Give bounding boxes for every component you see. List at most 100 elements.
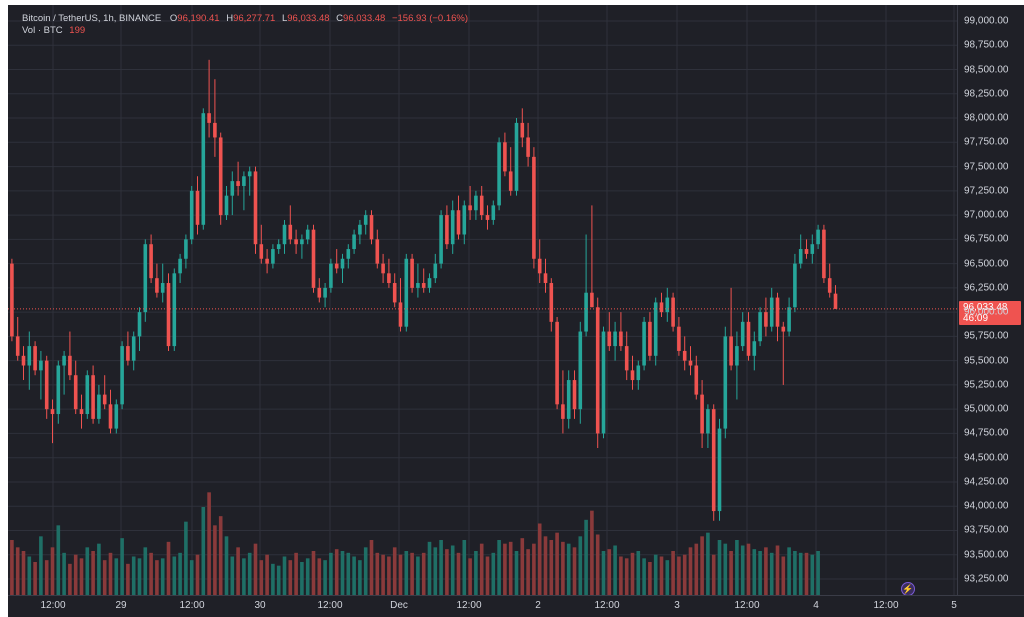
candle-body[interactable] xyxy=(294,239,298,245)
candle-body[interactable] xyxy=(97,394,101,419)
candle-body[interactable] xyxy=(381,263,385,274)
candle-body[interactable] xyxy=(305,229,310,240)
candle-body[interactable] xyxy=(740,321,745,347)
candle-body[interactable] xyxy=(387,273,391,284)
candle-body[interactable] xyxy=(787,307,791,332)
candle-body[interactable] xyxy=(85,375,90,415)
candle-body[interactable] xyxy=(781,326,786,332)
candle-body[interactable] xyxy=(735,346,739,366)
candle-body[interactable] xyxy=(578,331,583,410)
candle-body[interactable] xyxy=(91,375,95,419)
candle-body[interactable] xyxy=(497,142,501,206)
candle-body[interactable] xyxy=(491,205,496,220)
candle-body[interactable] xyxy=(514,122,519,191)
candle-body[interactable] xyxy=(155,278,159,293)
candle-body[interactable] xyxy=(213,122,217,138)
candle-body[interactable] xyxy=(659,302,664,313)
candle-body[interactable] xyxy=(271,249,275,264)
candle-body[interactable] xyxy=(340,258,345,269)
candle-body[interactable] xyxy=(630,370,635,381)
candle-body[interactable] xyxy=(102,394,107,405)
chart-pane[interactable]: Bitcoin / TetherUS, 1h, BINANCE O96,190.… xyxy=(8,5,957,595)
candle-body[interactable] xyxy=(27,346,32,366)
candle-body[interactable] xyxy=(334,263,339,269)
candle-body[interactable] xyxy=(717,428,722,512)
candle-body[interactable] xyxy=(15,336,20,356)
candle-body[interactable] xyxy=(804,249,809,254)
candle-body[interactable] xyxy=(694,365,699,395)
candle-body[interactable] xyxy=(317,287,322,298)
candle-body[interactable] xyxy=(636,365,641,381)
candle-body[interactable] xyxy=(456,210,461,235)
candle-body[interactable] xyxy=(259,244,264,259)
candle-body[interactable] xyxy=(555,321,559,405)
candle-body[interactable] xyxy=(218,137,223,216)
candle-body[interactable] xyxy=(195,190,200,225)
candle-body[interactable] xyxy=(184,239,188,259)
candle-body[interactable] xyxy=(503,142,507,172)
candle-body[interactable] xyxy=(671,297,675,327)
candle-body[interactable] xyxy=(827,278,832,293)
candle-body[interactable] xyxy=(236,181,240,186)
candle-body[interactable] xyxy=(201,113,206,225)
candlestick-chart[interactable] xyxy=(8,5,957,595)
candle-body[interactable] xyxy=(242,176,246,186)
candle-body[interactable] xyxy=(798,249,803,264)
candle-body[interactable] xyxy=(642,321,646,366)
candle-body[interactable] xyxy=(450,210,455,245)
candle-body[interactable] xyxy=(619,331,623,347)
candle-body[interactable] xyxy=(462,205,467,235)
candle-body[interactable] xyxy=(758,312,762,342)
candle-body[interactable] xyxy=(822,229,826,279)
candle-body[interactable] xyxy=(288,224,293,240)
candle-body[interactable] xyxy=(706,409,710,434)
candle-body[interactable] xyxy=(474,195,478,211)
candle-body[interactable] xyxy=(73,375,78,410)
candle-body[interactable] xyxy=(247,171,252,177)
candle-body[interactable] xyxy=(207,113,211,123)
candle-body[interactable] xyxy=(120,346,124,405)
candle-body[interactable] xyxy=(352,234,356,250)
candle-body[interactable] xyxy=(276,244,281,250)
candle-body[interactable] xyxy=(166,283,171,347)
candle-body[interactable] xyxy=(833,293,838,309)
candle-body[interactable] xyxy=(56,365,61,415)
candle-body[interactable] xyxy=(607,331,612,347)
candle-body[interactable] xyxy=(131,336,136,361)
candle-body[interactable] xyxy=(723,336,728,429)
candle-body[interactable] xyxy=(392,283,397,303)
candle-body[interactable] xyxy=(21,355,26,366)
symbol-interval[interactable]: 1h xyxy=(103,13,114,24)
candle-body[interactable] xyxy=(427,278,432,288)
candle-body[interactable] xyxy=(479,195,484,216)
candle-body[interactable] xyxy=(421,283,426,288)
volume-label[interactable]: Vol · BTC xyxy=(22,25,63,36)
candle-body[interactable] xyxy=(590,292,594,308)
candle-body[interactable] xyxy=(178,258,182,274)
candle-body[interactable] xyxy=(79,409,84,415)
candle-body[interactable] xyxy=(189,190,194,240)
candle-body[interactable] xyxy=(520,122,525,138)
candle-body[interactable] xyxy=(439,215,443,264)
candle-body[interactable] xyxy=(346,249,351,259)
candle-body[interactable] xyxy=(532,156,536,259)
candle-body[interactable] xyxy=(537,258,542,274)
candle-body[interactable] xyxy=(613,331,617,347)
candle-body[interactable] xyxy=(126,346,130,361)
candle-body[interactable] xyxy=(363,215,368,225)
candle-body[interactable] xyxy=(369,215,374,240)
candle-body[interactable] xyxy=(433,263,438,279)
candle-body[interactable] xyxy=(253,171,258,245)
candle-body[interactable] xyxy=(572,380,577,410)
candle-body[interactable] xyxy=(549,283,554,322)
candle-body[interactable] xyxy=(404,258,409,327)
candle-body[interactable] xyxy=(665,297,670,313)
candle-body[interactable] xyxy=(137,312,142,337)
candle-body[interactable] xyxy=(764,312,768,327)
candle-body[interactable] xyxy=(595,307,600,434)
candle-body[interactable] xyxy=(416,283,420,288)
candle-body[interactable] xyxy=(769,297,774,327)
candle-body[interactable] xyxy=(445,215,449,245)
lightning-icon[interactable]: ⚡ xyxy=(901,582,915,595)
candle-body[interactable] xyxy=(682,350,687,361)
